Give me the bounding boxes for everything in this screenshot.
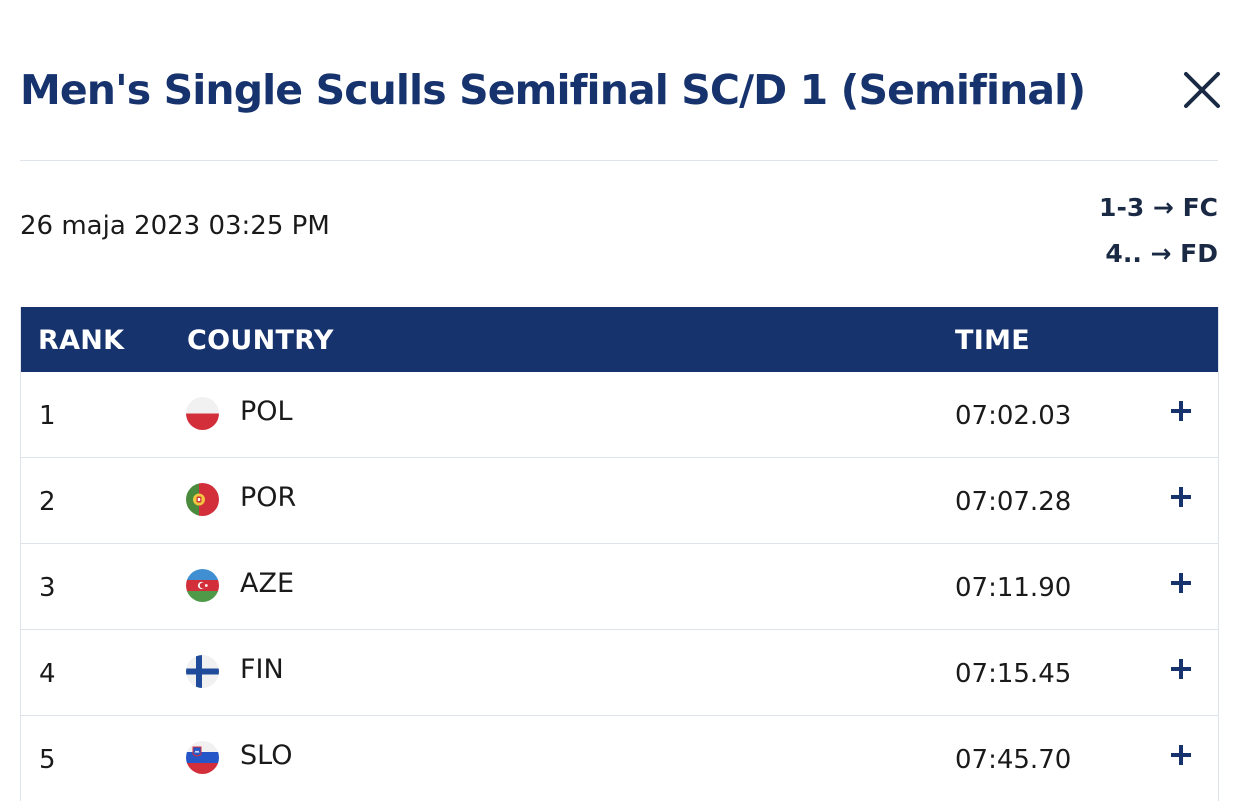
country-code: SLO [240, 740, 293, 771]
finland-flag-icon [186, 655, 219, 688]
column-header-time: TIME [955, 325, 1030, 356]
poland-flag-icon [186, 397, 219, 430]
plus-icon [1171, 487, 1191, 507]
header-divider [20, 160, 1218, 161]
column-header-country: COUNTRY [187, 325, 334, 356]
plus-icon [1171, 573, 1191, 593]
plus-icon [1171, 401, 1191, 421]
rank-cell: 4 [39, 659, 56, 689]
rank-cell: 5 [39, 745, 56, 775]
rank-cell: 1 [39, 401, 56, 431]
time-cell: 07:07.28 [955, 487, 1072, 517]
expand-row-button[interactable] [1167, 569, 1195, 597]
time-cell: 07:02.03 [955, 401, 1072, 431]
expand-row-button[interactable] [1167, 483, 1195, 511]
country-code: POL [240, 396, 293, 427]
slovenia-flag-icon [186, 741, 219, 774]
progression-rule: 1-3 → FC [1099, 193, 1218, 222]
table-row[interactable]: 4 FIN 07:15.45 [21, 629, 1218, 715]
progression-rule: 4.. → FD [1105, 239, 1218, 268]
portugal-flag-icon [186, 483, 219, 516]
time-cell: 07:45.70 [955, 745, 1072, 775]
table-row[interactable]: 1 POL 07:02.03 [21, 372, 1218, 457]
modal-header: Men's Single Sculls Semifinal SC/D 1 (Se… [20, 58, 1220, 122]
results-table: RANK COUNTRY TIME 1 POL 07:02.03 2 [20, 307, 1219, 801]
plus-icon [1171, 659, 1191, 679]
expand-row-button[interactable] [1167, 741, 1195, 769]
column-header-rank: RANK [38, 325, 125, 356]
page-title: Men's Single Sculls Semifinal SC/D 1 (Se… [20, 66, 1086, 114]
close-button[interactable] [1180, 68, 1224, 112]
table-row[interactable]: 2 POR 07:07.28 [21, 457, 1218, 543]
country-code: FIN [240, 654, 284, 685]
table-header: RANK COUNTRY TIME [21, 307, 1218, 372]
expand-row-button[interactable] [1167, 397, 1195, 425]
table-row[interactable]: 5 SLO 07:45.70 [21, 715, 1218, 801]
rank-cell: 3 [39, 573, 56, 603]
time-cell: 07:11.90 [955, 573, 1072, 603]
close-icon [1184, 72, 1220, 108]
race-date: 26 maja 2023 03:25 PM [20, 211, 330, 241]
table-row[interactable]: 3 AZE 07:11.90 [21, 543, 1218, 629]
plus-icon [1171, 745, 1191, 765]
rank-cell: 2 [39, 487, 56, 517]
azerbaijan-flag-icon [186, 569, 219, 602]
country-code: AZE [240, 568, 295, 599]
time-cell: 07:15.45 [955, 659, 1072, 689]
progression-rules: 1-3 → FC 4.. → FD [1099, 185, 1218, 277]
expand-row-button[interactable] [1167, 655, 1195, 683]
country-code: POR [240, 482, 297, 513]
